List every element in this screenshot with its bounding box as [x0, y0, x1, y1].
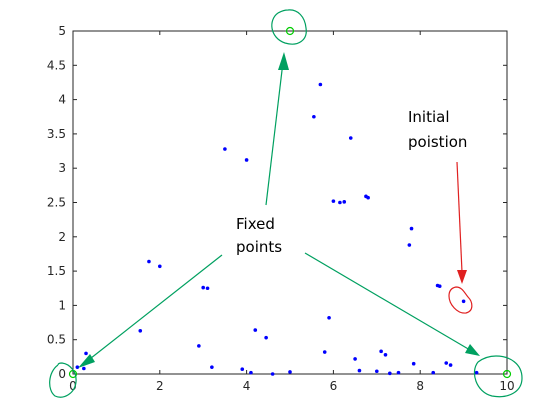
- data-point: [353, 357, 357, 361]
- x-tick-label: 10: [499, 379, 514, 393]
- data-point: [318, 82, 323, 87]
- data-point: [288, 370, 292, 374]
- y-tick-label: 2: [58, 230, 66, 244]
- x-tick-label: 8: [416, 379, 424, 393]
- y-tick-label: 2.5: [47, 196, 66, 210]
- initial-circle: [448, 286, 473, 314]
- fixed-arrow-right: [304, 252, 471, 351]
- y-tick-label: 0.5: [47, 333, 66, 347]
- x-tick-label: 2: [156, 379, 164, 393]
- data-point: [437, 284, 442, 288]
- data-point: [147, 259, 151, 264]
- data-point: [396, 370, 401, 375]
- data-point: [210, 365, 214, 369]
- fixed-circle-top: [271, 9, 307, 45]
- x-tick-label: 4: [243, 379, 251, 393]
- data-point: [357, 368, 362, 373]
- initial-arrow: [456, 161, 463, 273]
- data-point: [244, 158, 249, 162]
- y-tick-label: 4.5: [47, 58, 66, 72]
- fixed-points-annotation: [49, 9, 523, 398]
- y-tick-label: 3.5: [47, 127, 66, 141]
- data-point: [84, 351, 88, 356]
- data-point: [201, 285, 205, 290]
- data-point: [197, 344, 201, 348]
- fixed-label-line2: points: [236, 238, 282, 256]
- x-tick-label: 0: [69, 379, 77, 393]
- data-point: [444, 361, 449, 365]
- data-point: [270, 372, 275, 376]
- data-point: [312, 114, 316, 119]
- data-point: [348, 136, 353, 140]
- y-axis: 0 0.5 1 1.5 2 2.5 3 3.5 4 4.5 5: [47, 24, 507, 381]
- data-points: [75, 82, 479, 376]
- x-tick-label: 6: [330, 379, 338, 393]
- data-point: [253, 328, 258, 332]
- data-point: [474, 370, 479, 375]
- initial-label-line2: poistion: [408, 133, 467, 151]
- fixed-arrowhead-top: [278, 52, 289, 70]
- data-point: [342, 200, 347, 204]
- data-point: [75, 365, 80, 369]
- fixed-point: [502, 369, 512, 379]
- y-tick-label: 4: [58, 93, 66, 107]
- data-point: [383, 352, 388, 357]
- fixed-arrow-top: [265, 61, 284, 206]
- y-tick-label: 0: [58, 367, 66, 381]
- data-point: [264, 335, 268, 340]
- plot-area: [72, 30, 508, 375]
- data-point: [322, 350, 327, 354]
- fixed-arrowhead-left: [78, 354, 95, 368]
- initial-label-line1: Initial: [408, 108, 450, 126]
- data-point: [158, 264, 162, 269]
- fixed-circle-left: [49, 362, 77, 398]
- data-point: [448, 363, 453, 367]
- y-tick-label: 1: [58, 298, 66, 312]
- data-point: [461, 299, 466, 304]
- data-point: [249, 370, 253, 375]
- data-point: [409, 226, 414, 231]
- data-point: [388, 371, 392, 376]
- data-point: [223, 147, 227, 151]
- data-point: [379, 349, 383, 354]
- data-point: [407, 243, 412, 247]
- initial-arrowhead: [457, 270, 467, 284]
- initial-position-annotation: [448, 161, 473, 314]
- fixed-point: [285, 26, 295, 36]
- data-point: [431, 370, 436, 375]
- data-point: [331, 199, 336, 203]
- y-tick-label: 3: [58, 161, 66, 175]
- data-point: [205, 286, 210, 291]
- data-point: [366, 195, 370, 200]
- fixed-arrowhead-right: [465, 344, 480, 356]
- data-point: [327, 315, 331, 320]
- data-point: [375, 369, 379, 374]
- fixed-arrow-left: [85, 254, 223, 363]
- fixed-label-line1: Fixed: [236, 215, 275, 233]
- data-point: [138, 328, 143, 333]
- data-point: [240, 367, 245, 371]
- fixed-circle-right: [473, 355, 523, 398]
- data-point: [82, 366, 86, 371]
- y-tick-label: 1.5: [47, 264, 66, 278]
- data-point: [411, 361, 416, 366]
- data-point: [338, 200, 342, 205]
- y-tick-label: 5: [58, 24, 66, 38]
